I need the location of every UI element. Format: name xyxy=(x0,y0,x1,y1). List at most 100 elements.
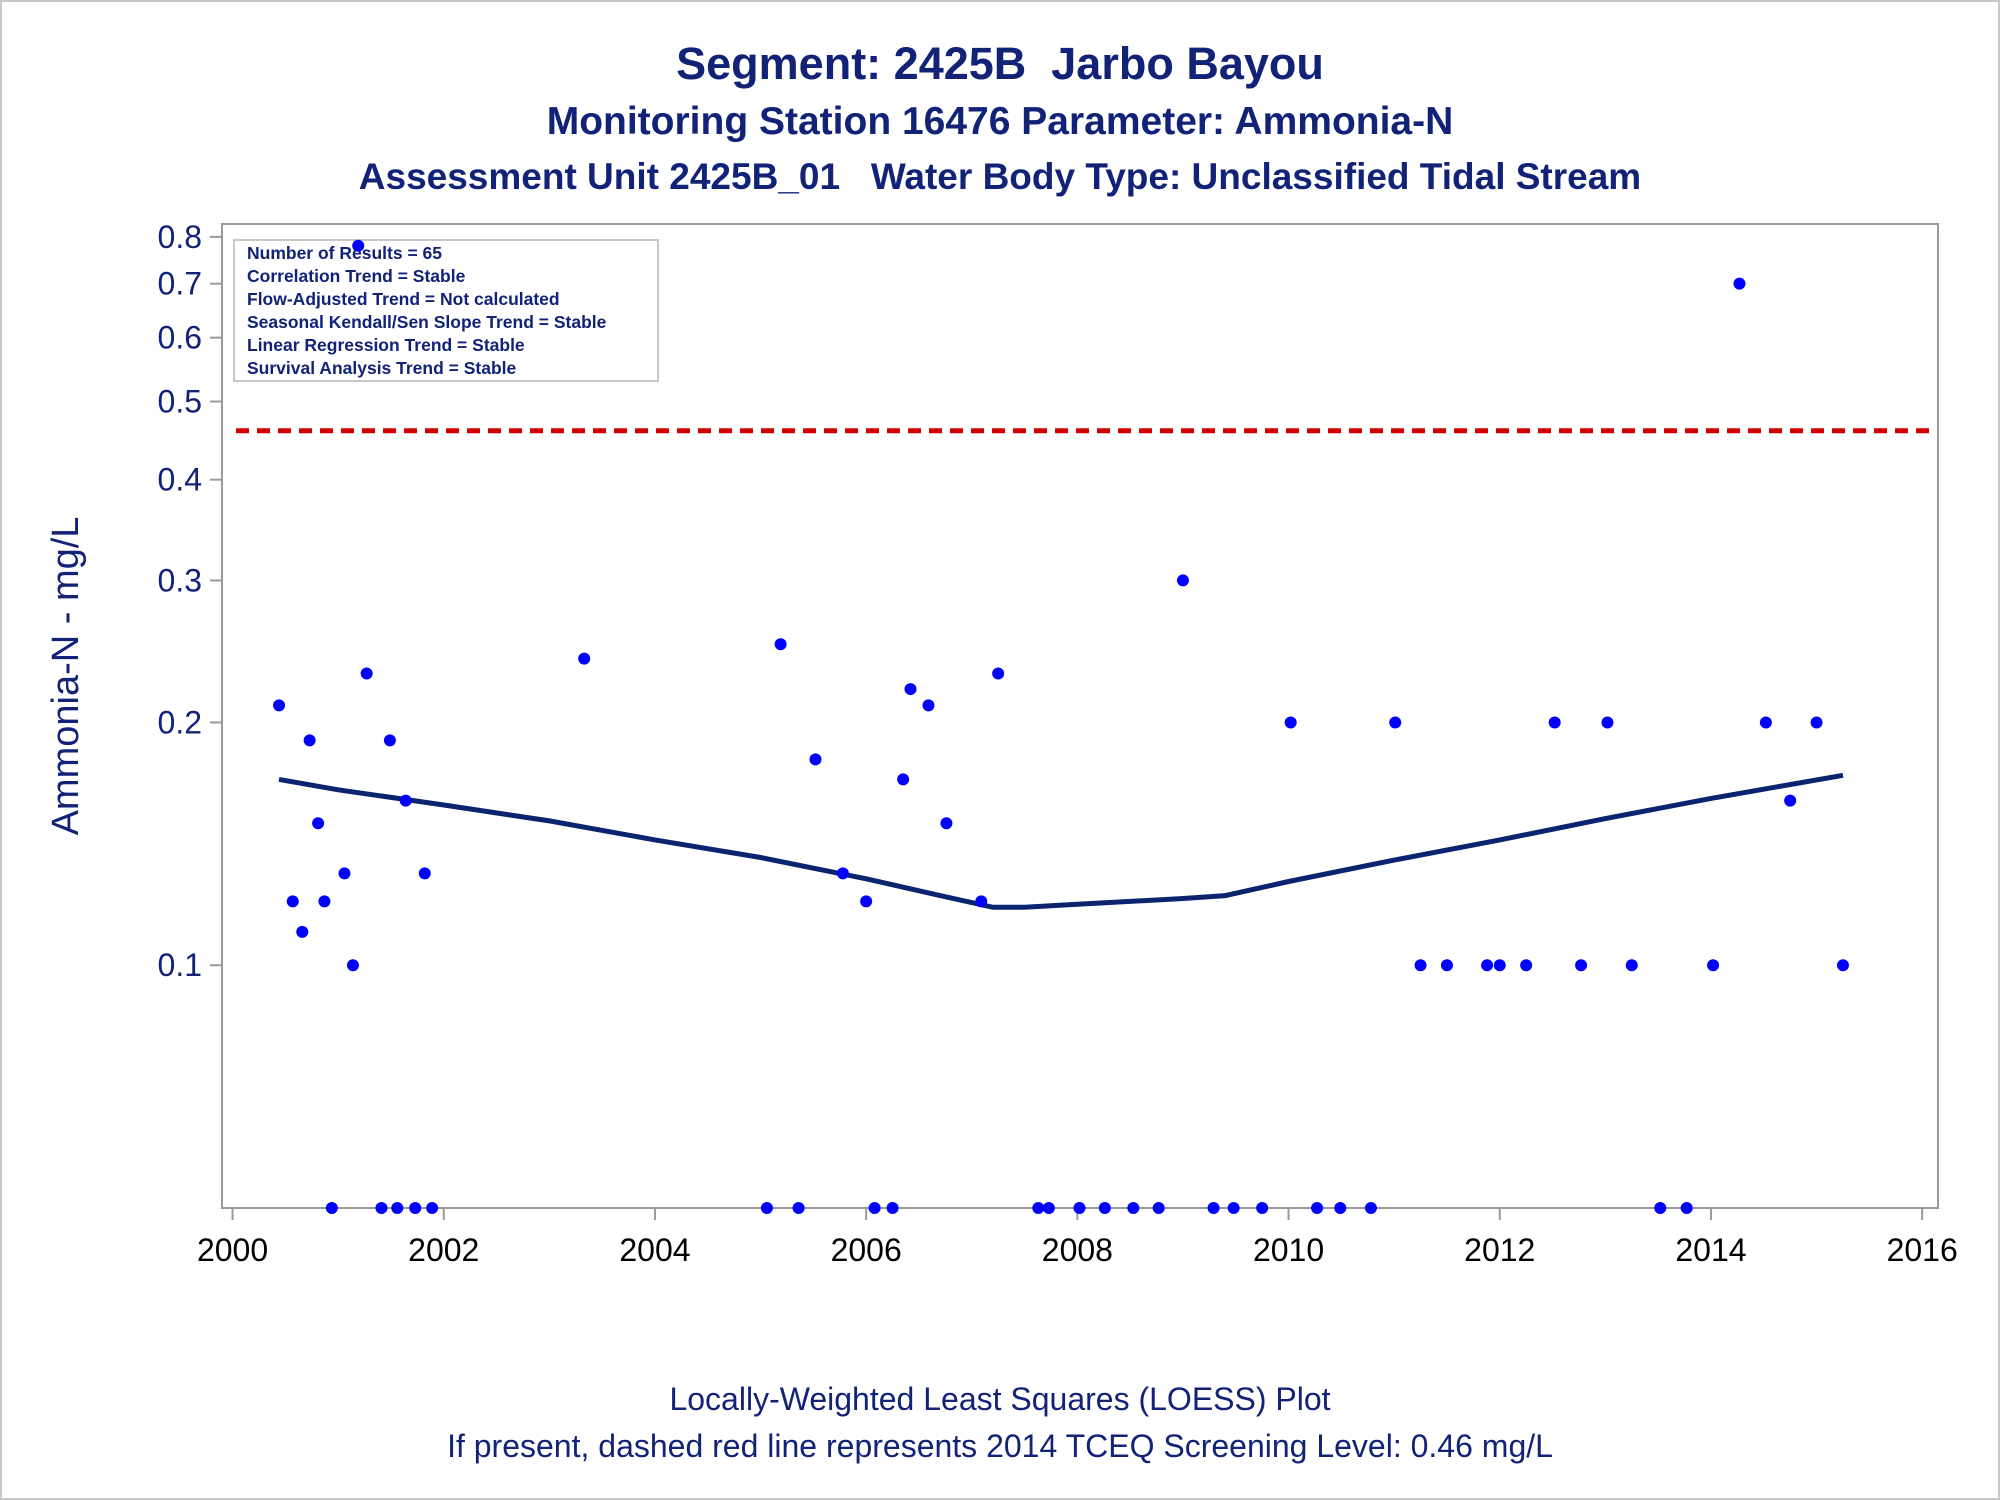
data-point xyxy=(1042,1202,1055,1214)
data-point xyxy=(360,667,373,680)
data-point xyxy=(975,895,988,908)
data-point xyxy=(1680,1202,1693,1214)
y-tick-label: 0.7 xyxy=(158,266,202,302)
data-point xyxy=(391,1202,404,1214)
footnote-screening: If present, dashed red line represents 2… xyxy=(447,1428,1553,1464)
data-point xyxy=(836,867,849,880)
data-point xyxy=(922,699,935,712)
data-point xyxy=(760,1202,773,1214)
data-point xyxy=(1601,716,1614,729)
data-point xyxy=(273,699,286,712)
x-tick-label: 2016 xyxy=(1887,1232,1958,1268)
stats-line: Correlation Trend = Stable xyxy=(247,266,466,286)
y-tick-label: 0.2 xyxy=(158,704,202,740)
stats-box-border xyxy=(233,239,659,382)
data-point xyxy=(1176,574,1189,587)
stats-line: Survival Analysis Trend = Stable xyxy=(247,358,517,378)
data-point xyxy=(312,817,325,830)
data-point xyxy=(383,734,396,747)
data-point xyxy=(318,895,331,908)
stats-line: Number of Results = 65 xyxy=(247,243,442,263)
x-tick-label: 2004 xyxy=(619,1232,690,1268)
data-point xyxy=(338,867,351,880)
data-point xyxy=(1098,1202,1111,1214)
stats-line: Flow-Adjusted Trend = Not calculated xyxy=(247,289,560,309)
data-point xyxy=(1073,1202,1086,1214)
y-tick-label: 0.8 xyxy=(158,219,202,255)
y-tick-label: 0.3 xyxy=(158,562,202,598)
data-point xyxy=(1032,1202,1045,1214)
data-point xyxy=(325,1202,338,1214)
data-point xyxy=(992,667,1005,680)
data-point xyxy=(399,794,412,807)
x-tick-label: 2010 xyxy=(1253,1232,1324,1268)
data-point xyxy=(1784,794,1797,807)
data-point xyxy=(1481,959,1494,972)
data-point xyxy=(1227,1202,1240,1214)
data-point xyxy=(940,817,953,830)
chart-subtitle-2: Assessment Unit 2425B_01 Water Body Type… xyxy=(358,156,1642,197)
y-axis: 0.1 0.2 0.3 0.4 0.5 0.6 0.7 0.8 xyxy=(158,219,222,983)
stats-line: Linear Regression Trend = Stable xyxy=(247,335,525,355)
chart-subtitle: Monitoring Station 16476 Parameter: Ammo… xyxy=(546,100,1454,143)
data-point xyxy=(1810,716,1823,729)
data-point xyxy=(1334,1202,1347,1214)
data-point xyxy=(352,239,365,252)
data-point xyxy=(1733,277,1746,290)
data-point xyxy=(1389,716,1402,729)
y-tick-label: 0.5 xyxy=(158,384,202,420)
data-point xyxy=(1575,959,1588,972)
y-tick-label: 0.4 xyxy=(158,462,202,498)
y-tick-label: 0.6 xyxy=(158,320,202,356)
x-tick-label: 2012 xyxy=(1464,1232,1535,1268)
y-axis-label: Ammonia-N - mg/L xyxy=(45,517,87,836)
data-point xyxy=(1440,959,1453,972)
data-point xyxy=(418,867,431,880)
data-point xyxy=(1625,959,1638,972)
data-point xyxy=(1707,959,1720,972)
data-point xyxy=(897,773,910,786)
stats-line: Seasonal Kendall/Sen Slope Trend = Stabl… xyxy=(247,312,607,332)
data-point xyxy=(1152,1202,1165,1214)
data-point xyxy=(774,638,787,651)
data-point xyxy=(296,925,309,938)
data-points xyxy=(273,239,1849,1214)
data-point xyxy=(409,1202,422,1214)
data-point xyxy=(1127,1202,1140,1214)
data-point xyxy=(792,1202,805,1214)
data-point xyxy=(303,734,316,747)
data-point xyxy=(1284,716,1297,729)
data-point xyxy=(1311,1202,1324,1214)
data-point xyxy=(375,1202,388,1214)
x-tick-label: 2000 xyxy=(197,1232,268,1268)
data-point xyxy=(1836,959,1849,972)
data-point xyxy=(426,1202,439,1214)
chart-title: Segment: 2425B Jarbo Bayou xyxy=(676,38,1324,89)
y-tick-label: 0.1 xyxy=(158,947,202,983)
data-point xyxy=(286,895,299,908)
footnote-loess: Locally-Weighted Least Squares (LOESS) P… xyxy=(669,1381,1331,1417)
loess-curve xyxy=(278,772,1844,910)
data-point xyxy=(346,959,359,972)
data-point xyxy=(886,1202,899,1214)
data-point xyxy=(578,652,591,665)
data-point xyxy=(1493,959,1506,972)
x-tick-label: 2002 xyxy=(408,1232,479,1268)
data-point xyxy=(1548,716,1561,729)
data-point xyxy=(1654,1202,1667,1214)
data-point xyxy=(1759,716,1772,729)
data-point xyxy=(1256,1202,1269,1214)
data-point xyxy=(1520,959,1533,972)
data-point xyxy=(1414,959,1427,972)
x-tick-label: 2008 xyxy=(1042,1232,1113,1268)
data-point xyxy=(809,753,822,766)
data-point xyxy=(1207,1202,1220,1214)
x-tick-label: 2006 xyxy=(831,1232,902,1268)
data-point xyxy=(860,895,873,908)
data-point xyxy=(904,683,917,696)
x-axis: 2000 2002 2004 2006 2008 2010 2012 2014 2016 xyxy=(197,1208,1958,1268)
data-point xyxy=(1364,1202,1377,1214)
x-tick-label: 2014 xyxy=(1675,1232,1746,1268)
stats-box: Number of Results = 65 Correlation Trend … xyxy=(233,239,659,382)
